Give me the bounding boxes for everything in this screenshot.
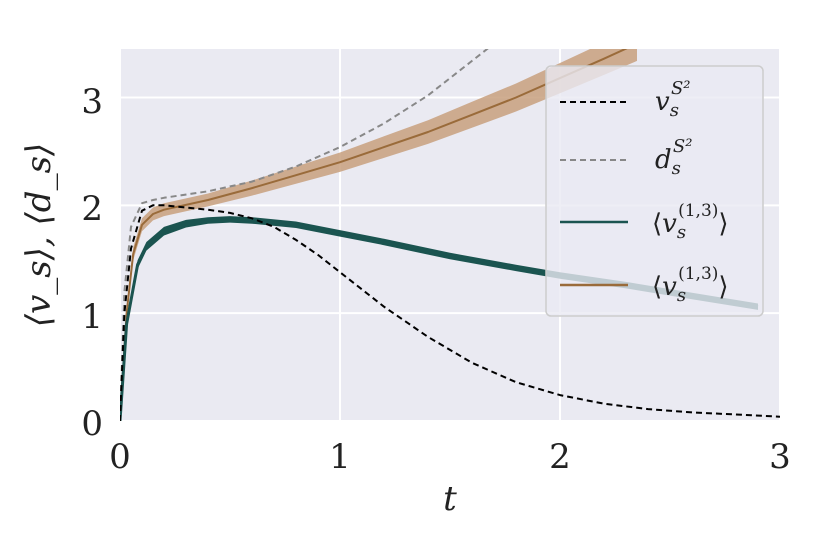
series-v-brown-line	[120, 49, 628, 421]
x-axis-label: t	[443, 479, 457, 519]
legend-label-v-brown: ⟨vs(1,3)⟩	[652, 264, 729, 306]
legend-label-d-s2: dsS²	[655, 136, 692, 179]
legend-box	[545, 65, 764, 317]
x-tick-label-0: 0	[109, 437, 131, 477]
series-d-s2-line	[120, 49, 489, 421]
legend-label-v-teal: ⟨vs(1,3)⟩	[652, 201, 729, 243]
y-tick-label-2: 2	[81, 189, 103, 229]
y-tick-label-1: 1	[81, 297, 103, 337]
x-tick-labels: 0 1 2 3	[109, 437, 791, 477]
y-tick-label-0: 0	[81, 404, 103, 444]
x-tick-label-2: 2	[549, 437, 571, 477]
x-tick-label-3: 3	[769, 437, 791, 477]
y-tick-labels: 0 1 2 3	[81, 82, 103, 444]
y-axis-label: ⟨v_s⟩, ⟨d_s⟩	[19, 143, 59, 328]
legend-label-v-s2: vsS²	[655, 78, 691, 121]
x-tick-label-1: 1	[329, 437, 351, 477]
series-v-s2-line	[120, 204, 780, 421]
y-tick-label-3: 3	[81, 82, 103, 122]
legend: vsS² dsS² ⟨vs(1,3)⟩ ⟨vs(1,3)⟩	[545, 65, 764, 317]
